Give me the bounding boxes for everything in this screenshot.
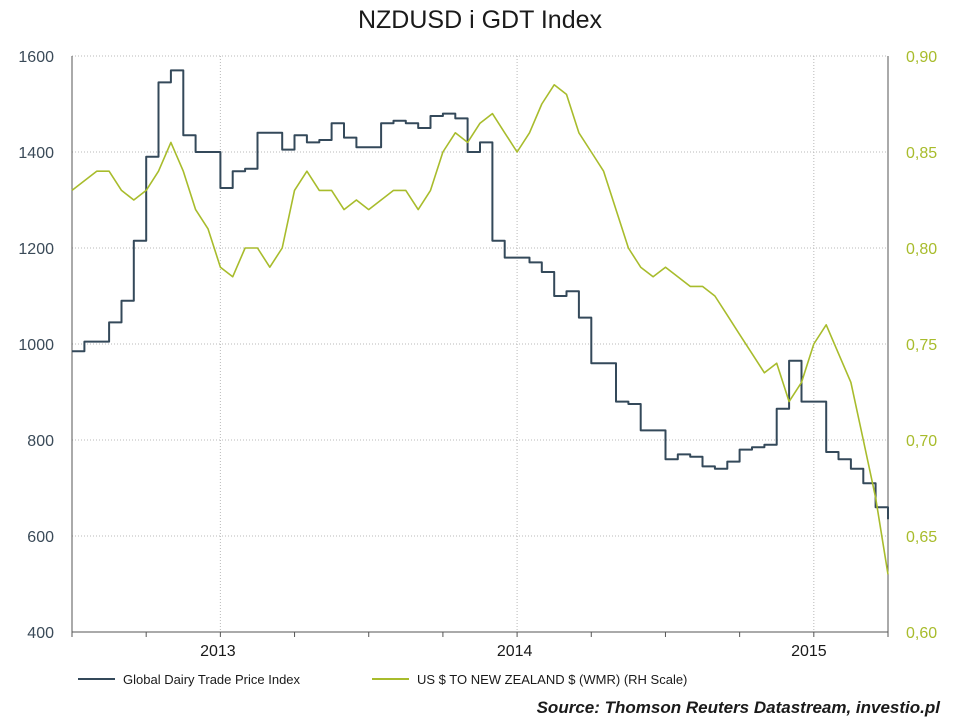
chart-title: NZDUSD i GDT Index (358, 6, 603, 34)
x-tick-label: 2013 (200, 643, 236, 660)
y-left-tick-label: 1000 (18, 337, 54, 354)
y-left-tick-label: 1400 (18, 145, 54, 162)
y-right-tick-label: 0,85 (906, 145, 937, 162)
series-line-0 (72, 69, 889, 520)
y-right-tick-label: 0,65 (906, 529, 937, 546)
y-right-tick-label: 0,75 (906, 337, 937, 354)
y-left-tick-label: 400 (27, 625, 54, 642)
axes: 400 0,60 600 0,65 800 0,70 1000 0,75 1200 0,80 140… (18, 49, 937, 660)
source-text: Thomson Reuters Datastream, investio.pl (605, 698, 942, 717)
y-right-tick-label: 0,80 (906, 241, 937, 258)
legend: Global Dairy Trade Price Index US $ TO N… (78, 672, 687, 687)
y-right-tick-label: 0,70 (906, 433, 937, 450)
y-left-tick-label: 1200 (18, 241, 54, 258)
legend-label-nzdusd: US $ TO NEW ZEALAND $ (WMR) (RH Scale) (417, 672, 687, 687)
y-left-tick-label: 600 (27, 529, 54, 546)
source-note: Source: Thomson Reuters Datastream, inve… (537, 698, 942, 717)
series-line-1 (71, 84, 889, 575)
y-right-tick-label: 0,60 (906, 625, 937, 642)
x-tick-label: 2014 (497, 643, 533, 660)
x-tick-label: 2015 (791, 643, 827, 660)
y-left-tick-label: 800 (27, 433, 54, 450)
y-left-tick-label: 1600 (18, 49, 54, 66)
legend-label-gdt: Global Dairy Trade Price Index (123, 672, 301, 687)
source-label: Source: (537, 698, 600, 717)
series-lines (71, 69, 889, 575)
y-right-tick-label: 0,90 (906, 49, 937, 66)
